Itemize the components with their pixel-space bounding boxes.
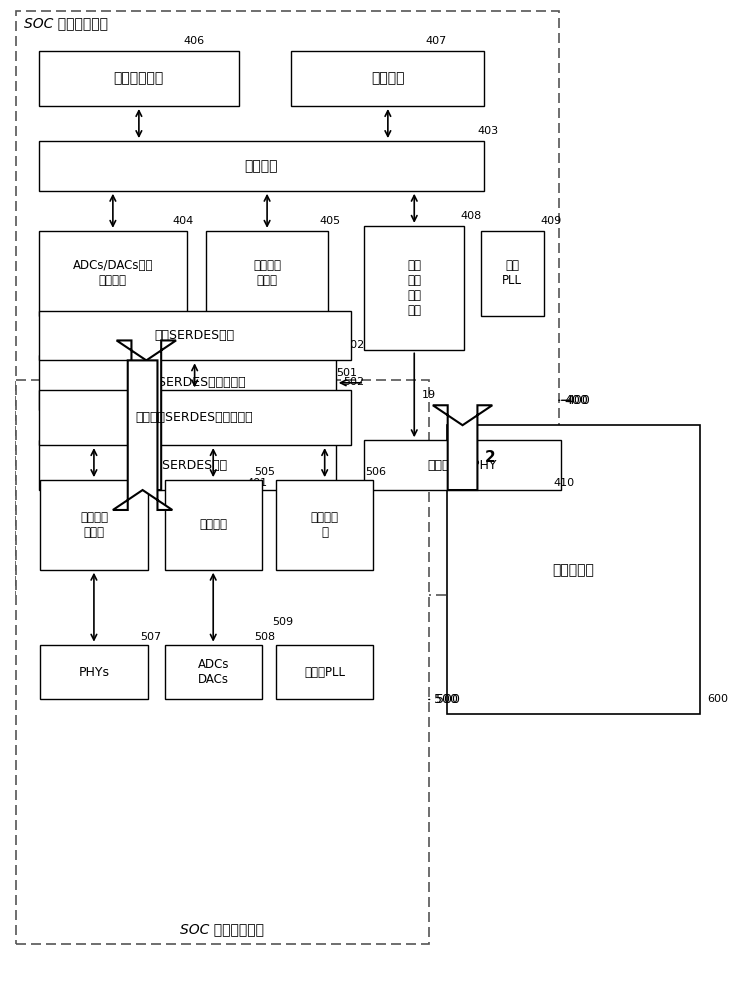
Text: 第一SERDES接口: 第一SERDES接口: [147, 459, 228, 472]
Text: 406: 406: [184, 36, 204, 46]
Text: 外部存储器: 外部存储器: [553, 563, 595, 577]
Text: 400: 400: [566, 394, 590, 407]
Polygon shape: [113, 360, 172, 510]
Text: 数字接口: 数字接口: [199, 518, 228, 531]
Text: 404: 404: [172, 216, 193, 226]
Text: 505: 505: [254, 467, 275, 477]
Text: 401: 401: [247, 478, 268, 488]
FancyBboxPatch shape: [39, 51, 239, 106]
Text: 1: 1: [176, 418, 186, 433]
Text: 500: 500: [436, 693, 460, 706]
FancyBboxPatch shape: [39, 231, 187, 316]
Text: 509: 509: [273, 617, 294, 627]
Text: 高速接口
应用层: 高速接口 应用层: [253, 259, 281, 287]
FancyBboxPatch shape: [206, 231, 328, 316]
Text: 600: 600: [707, 694, 728, 704]
Text: 18: 18: [275, 330, 289, 340]
Text: 存储
通信
数字
接口: 存储 通信 数字 接口: [407, 259, 421, 317]
Text: 系统
PLL: 系统 PLL: [502, 259, 522, 287]
FancyBboxPatch shape: [291, 51, 484, 106]
Text: 410: 410: [554, 478, 574, 488]
FancyBboxPatch shape: [39, 311, 351, 360]
FancyBboxPatch shape: [276, 480, 373, 570]
FancyBboxPatch shape: [40, 645, 148, 699]
Text: 音视频PLL: 音视频PLL: [304, 666, 345, 679]
FancyBboxPatch shape: [39, 440, 336, 490]
Text: 第二SERDES接口: 第二SERDES接口: [154, 329, 235, 342]
FancyBboxPatch shape: [165, 645, 262, 699]
Text: 19: 19: [421, 390, 436, 400]
FancyBboxPatch shape: [364, 440, 561, 490]
Text: 内存控制器及PHY: 内存控制器及PHY: [427, 459, 498, 472]
Polygon shape: [116, 340, 176, 490]
Text: 计算单元: 计算单元: [371, 72, 404, 86]
Text: ADCs/DACs数据
流协议层: ADCs/DACs数据 流协议层: [72, 259, 153, 287]
Text: 第一通用SERDES数据链路层: 第一通用SERDES数据链路层: [128, 376, 246, 389]
Text: 400: 400: [565, 394, 589, 407]
Text: 508: 508: [254, 632, 275, 642]
FancyBboxPatch shape: [276, 645, 373, 699]
Polygon shape: [433, 405, 492, 490]
Text: 片上总线: 片上总线: [245, 159, 278, 173]
Text: 506: 506: [366, 467, 386, 477]
Text: 协处理单
元: 协处理单 元: [310, 511, 339, 539]
Text: 504: 504: [140, 467, 161, 477]
FancyBboxPatch shape: [39, 141, 484, 191]
FancyBboxPatch shape: [40, 480, 148, 570]
Text: 409: 409: [540, 216, 562, 226]
FancyBboxPatch shape: [39, 355, 336, 410]
FancyBboxPatch shape: [16, 380, 429, 944]
FancyBboxPatch shape: [16, 11, 559, 595]
Text: 502: 502: [343, 377, 364, 387]
Text: 2: 2: [485, 450, 495, 465]
Text: 501: 501: [336, 368, 357, 378]
FancyBboxPatch shape: [165, 480, 262, 570]
Text: ADCs
DACs: ADCs DACs: [198, 658, 229, 686]
FancyBboxPatch shape: [448, 425, 700, 714]
Text: 第二通用SERDES数据链路层: 第二通用SERDES数据链路层: [136, 411, 254, 424]
FancyBboxPatch shape: [39, 390, 351, 445]
Text: 事务处理单元: 事务处理单元: [113, 72, 164, 86]
Text: SOC 第一部分电路: SOC 第一部分电路: [24, 16, 107, 30]
Text: 407: 407: [425, 36, 446, 46]
Text: 405: 405: [319, 216, 340, 226]
Text: SOC 第二部分电路: SOC 第二部分电路: [181, 922, 265, 936]
Text: 403: 403: [477, 126, 498, 136]
Text: PHYs: PHYs: [78, 666, 110, 679]
Text: 高速接口
协议层: 高速接口 协议层: [80, 511, 108, 539]
Text: 507: 507: [140, 632, 161, 642]
Text: 402: 402: [343, 340, 365, 350]
Text: 408: 408: [461, 211, 482, 221]
FancyBboxPatch shape: [364, 226, 465, 350]
FancyBboxPatch shape: [480, 231, 544, 316]
Text: 500: 500: [434, 693, 458, 706]
